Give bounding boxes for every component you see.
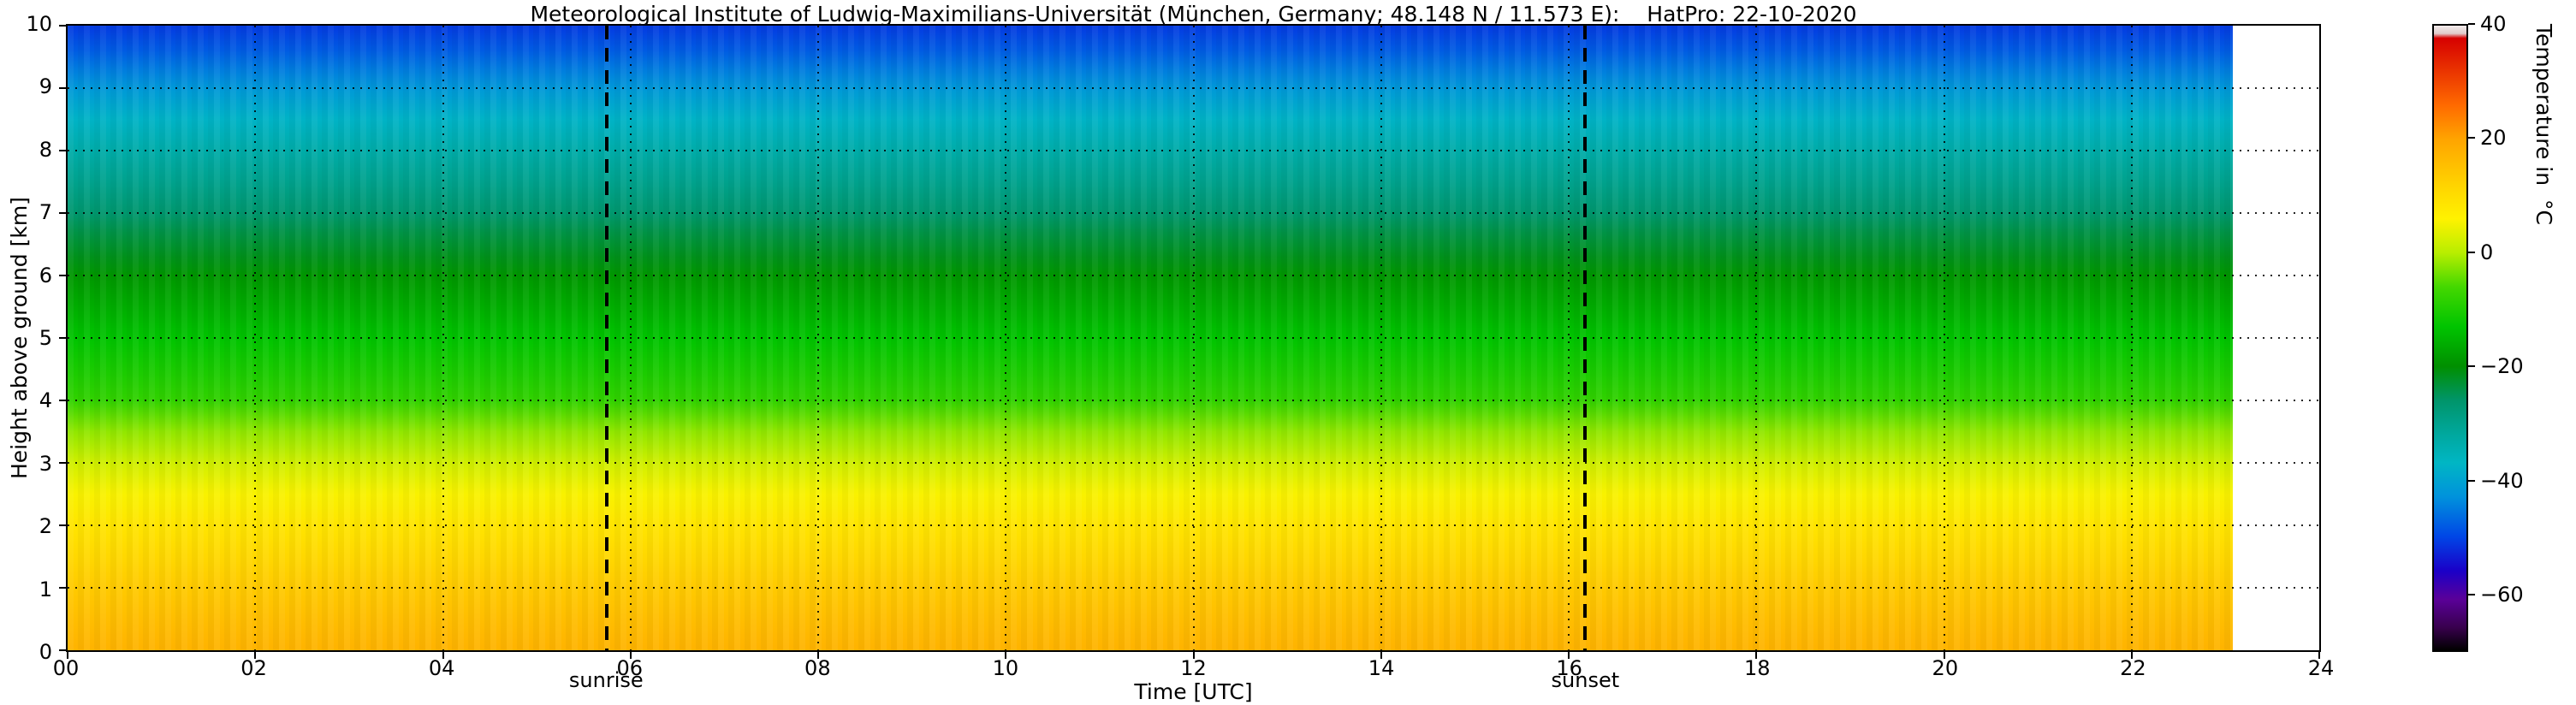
y-tick-mark xyxy=(59,275,66,276)
colorbar-tick-mark xyxy=(2468,479,2475,482)
x-tick-mark xyxy=(1005,652,1007,659)
x-tick-label: 06 xyxy=(616,656,644,680)
y-axis-tick-labels: 0 1 2 3 4 5 6 7 8 9 10 xyxy=(0,12,59,664)
x-tick-mark xyxy=(817,652,819,659)
y-tick-label: 0 xyxy=(39,640,52,664)
horizontal-gridline xyxy=(68,275,2319,276)
x-tick-mark xyxy=(2318,652,2320,659)
y-tick-mark xyxy=(59,337,66,339)
x-tick-mark xyxy=(2130,652,2133,659)
colorbar-tick-label: −20 xyxy=(2480,354,2524,379)
x-tick-label: 22 xyxy=(2120,656,2146,680)
sunset-line xyxy=(1582,26,1587,650)
colorbar-tick-mark xyxy=(2468,137,2475,139)
x-tick-label: 08 xyxy=(804,656,831,680)
sunrise-label: sunrise xyxy=(568,668,644,692)
horizontal-gridline xyxy=(68,212,2319,214)
x-tick-mark xyxy=(1568,652,1570,659)
horizontal-gridline xyxy=(68,400,2319,401)
y-tick-mark xyxy=(59,87,66,89)
horizontal-gridline xyxy=(68,524,2319,526)
x-tick-mark xyxy=(1192,652,1195,659)
y-tick-mark xyxy=(59,212,66,214)
sunset-label: sunset xyxy=(1551,668,1620,692)
x-tick-label: 14 xyxy=(1368,656,1395,680)
y-tick-label: 7 xyxy=(39,200,52,225)
chart-title: Meteorological Institute of Ludwig-Maxim… xyxy=(530,2,1857,27)
colorbar-tick-mark xyxy=(2468,594,2475,596)
colorbar-label: Temperature in °C xyxy=(2531,24,2556,225)
y-tick-label: 2 xyxy=(39,514,52,539)
y-tick-mark xyxy=(59,524,66,526)
y-tick-mark xyxy=(59,400,66,401)
x-tick-label: 18 xyxy=(1743,656,1771,680)
y-tick-label: 3 xyxy=(39,451,52,476)
x-tick-label: 10 xyxy=(992,656,1019,680)
horizontal-gridline xyxy=(68,587,2319,589)
y-tick-label: 5 xyxy=(39,326,52,350)
x-tick-mark xyxy=(1755,652,1758,659)
x-tick-label: 16 xyxy=(1556,656,1582,680)
y-tick-mark xyxy=(59,462,66,464)
colorbar-tick-mark xyxy=(2468,251,2475,253)
y-tick-mark xyxy=(59,25,66,27)
y-tick-mark xyxy=(59,587,66,589)
x-tick-mark xyxy=(629,652,632,659)
y-tick-mark xyxy=(59,150,66,151)
colorbar-tick-label: −60 xyxy=(2480,583,2524,607)
colorbar-tick-label: 20 xyxy=(2480,126,2507,151)
colorbar xyxy=(2432,24,2468,652)
colorbar-tick-labels: 40 20 0 −20 −40 −60 xyxy=(2468,12,2571,652)
x-tick-mark xyxy=(442,652,444,659)
y-tick-label: 9 xyxy=(39,74,52,99)
x-tick-mark xyxy=(67,652,68,659)
horizontal-gridline xyxy=(68,462,2319,464)
x-axis-tick-labels: 00 02 04 06 08 10 12 14 16 18 20 22 24 xyxy=(53,656,2335,682)
horizontal-gridline xyxy=(68,87,2319,89)
x-tick-mark xyxy=(1380,652,1382,659)
x-tick-label: 20 xyxy=(1932,656,1959,680)
colorbar-tick-label: 40 xyxy=(2480,12,2507,36)
colorbar-tick-mark xyxy=(2468,23,2475,25)
colorbar-tick-label: −40 xyxy=(2480,468,2524,493)
horizontal-gridline xyxy=(68,337,2319,339)
colorbar-tick-label: 0 xyxy=(2480,240,2494,264)
x-tick-mark xyxy=(254,652,257,659)
colorbar-tick-mark xyxy=(2468,365,2475,368)
x-tick-mark xyxy=(1943,652,1945,659)
x-tick-label: 02 xyxy=(240,656,267,680)
x-tick-label: 00 xyxy=(52,656,80,680)
x-axis-label: Time [UTC] xyxy=(1134,679,1253,704)
y-tick-label: 8 xyxy=(39,137,52,162)
plot-area xyxy=(59,24,2321,659)
x-tick-label: 12 xyxy=(1180,656,1207,680)
y-tick-label: 6 xyxy=(39,263,52,287)
horizontal-gridline xyxy=(68,150,2319,151)
sunrise-line xyxy=(605,26,609,650)
y-tick-label: 1 xyxy=(39,577,52,601)
x-tick-label: 04 xyxy=(428,656,455,680)
x-tick-label: 24 xyxy=(2307,656,2335,680)
y-tick-mark xyxy=(59,649,66,651)
y-tick-label: 4 xyxy=(39,388,52,413)
y-tick-label: 10 xyxy=(26,12,52,36)
